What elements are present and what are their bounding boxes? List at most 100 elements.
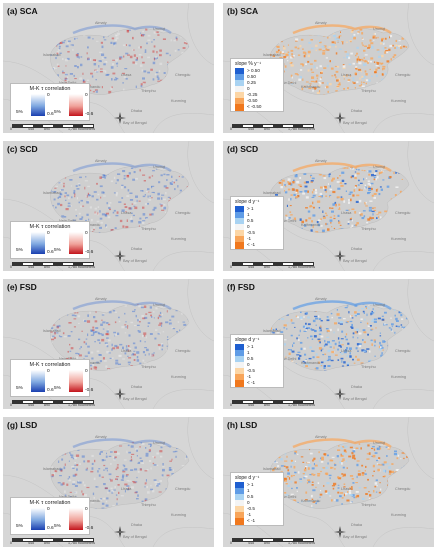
- place-label: Almaty: [315, 159, 327, 163]
- legend-title: M-K τ correlation: [29, 500, 71, 506]
- place-label: Almaty: [95, 159, 107, 163]
- correlation-legend: M-K τ correlation 0 5% 0.6 0 5% -0.6: [10, 359, 94, 397]
- place-label: Kunming: [391, 375, 406, 379]
- place-label: Chengdu: [395, 211, 411, 215]
- legend-swatch-label: 1: [247, 212, 250, 217]
- place-label: Islamabad: [263, 329, 281, 333]
- legend-swatch: [235, 218, 244, 225]
- ramp-label: 0: [47, 507, 50, 512]
- ramp-label: 5%: [54, 386, 61, 391]
- place-label: Kathmandu: [301, 223, 321, 227]
- legend-title: slope d y⁻¹: [235, 199, 260, 205]
- ramp-label: 0: [47, 231, 50, 236]
- place-label: Kunming: [391, 237, 406, 241]
- legend-swatch: [235, 374, 244, 381]
- legend-swatch-label: < -1: [247, 518, 256, 523]
- scale-label: 890: [264, 541, 270, 545]
- legend-swatch-label: 1: [247, 488, 250, 493]
- blue-color-ramp: [31, 94, 45, 116]
- legend-swatch: [235, 224, 244, 231]
- legend-swatch: [235, 494, 244, 501]
- place-label: Dhaka: [131, 247, 142, 251]
- place-label: Chengdu: [395, 487, 411, 491]
- scale-bar-graphic: [12, 262, 94, 266]
- scale-label: 0: [230, 265, 232, 269]
- ramp-label: 0: [85, 231, 88, 236]
- place-label: Kathmandu: [81, 499, 101, 503]
- scale-bar: 0 445 890 1,780 Kilometers: [10, 400, 102, 409]
- map-canvas: [3, 141, 214, 271]
- place-label: New Delhi: [279, 81, 297, 85]
- place-label: Urumqi: [373, 27, 386, 31]
- place-label: Urumqi: [153, 165, 166, 169]
- map-panel: AlmatyUrumqiLhasaKathmanduThimphuDhakaNe…: [3, 141, 214, 271]
- legend-swatch: [235, 212, 244, 219]
- ramp-label: 0: [85, 369, 88, 374]
- scale-bar-graphic: [12, 124, 94, 128]
- legend-swatch-label: -1: [247, 374, 252, 379]
- map-canvas: [223, 417, 434, 547]
- north-arrow-icon: [113, 111, 127, 125]
- place-label: Thimphu: [141, 365, 156, 369]
- place-label: Urumqi: [153, 441, 166, 445]
- place-label: Chengdu: [175, 349, 191, 353]
- scale-label: 890: [44, 127, 50, 131]
- legend-swatch-label: < -1: [247, 380, 256, 385]
- place-label: Almaty: [315, 21, 327, 25]
- scale-label: 0: [10, 541, 12, 545]
- scale-bar: 0 445 890 1,780 Kilometers: [10, 538, 102, 547]
- place-label: Islamabad: [263, 467, 281, 471]
- scale-label: 1,780 Kilometers: [288, 265, 315, 269]
- red-color-ramp: [69, 370, 83, 392]
- place-label: Chengdu: [175, 211, 191, 215]
- place-label: Urumqi: [373, 441, 386, 445]
- scale-bar: 0 445 890 1,780 Kilometers: [230, 262, 322, 271]
- legend-swatch-label: -1: [247, 512, 252, 517]
- legend-swatch: [235, 86, 244, 93]
- scale-label: 1,780 Kilometers: [68, 403, 95, 407]
- scale-label: 1,780 Kilometers: [288, 127, 315, 131]
- ramp-label: 5%: [54, 524, 61, 529]
- scale-label: 0: [10, 403, 12, 407]
- legend-swatch: [235, 482, 244, 489]
- legend-swatch-label: 0.5: [247, 494, 254, 499]
- place-label: Kunming: [391, 99, 406, 103]
- map-panel: AlmatyUrumqiLhasaKathmanduThimphuDhakaNe…: [3, 417, 214, 547]
- panel-title: (h) LSD: [227, 420, 258, 430]
- ramp-label: 0.6: [47, 112, 54, 117]
- place-label: Kunming: [171, 375, 186, 379]
- legend-swatch-label: 0: [247, 86, 250, 91]
- slope-legend: slope d y⁻¹ > 1 1 0.5 0 -0.5 -1 < -1: [230, 196, 284, 250]
- map-panel: AlmatyUrumqiLhasaKathmanduThimphuDhakaNe…: [3, 3, 214, 133]
- legend-swatch-label: 0.5: [247, 218, 254, 223]
- place-label: Bay of Bengal: [343, 259, 367, 263]
- legend-swatch: [235, 68, 244, 75]
- north-arrow-icon: [113, 525, 127, 539]
- legend-title: M-K τ correlation: [29, 86, 71, 92]
- place-label: Chengdu: [175, 73, 191, 77]
- ramp-label: -0.6: [85, 388, 94, 393]
- place-label: New Delhi: [279, 495, 297, 499]
- legend-swatch-label: < -1: [247, 242, 256, 247]
- slope-legend: slope % y⁻¹ > 0.50 0.50 0.25 0 -0.25 -0.50 < -0…: [230, 58, 284, 112]
- place-label: Dhaka: [351, 247, 362, 251]
- place-label: Chengdu: [395, 349, 411, 353]
- blue-color-ramp: [31, 508, 45, 530]
- legend-swatch: [235, 368, 244, 375]
- legend-swatch: [235, 500, 244, 507]
- legend-title: slope % y⁻¹: [235, 61, 261, 67]
- north-arrow-icon: [113, 387, 127, 401]
- ramp-label: 5%: [16, 386, 23, 391]
- ramp-label: 0: [47, 369, 50, 374]
- scale-bar: 0 445 890 1,780 Kilometers: [230, 124, 322, 133]
- red-color-ramp: [69, 508, 83, 530]
- legend-swatch: [235, 350, 244, 357]
- place-label: Chengdu: [395, 73, 411, 77]
- place-label: Almaty: [95, 435, 107, 439]
- scale-bar: 0 445 890 1,780 Kilometers: [230, 400, 322, 409]
- correlation-legend: M-K τ correlation 0 5% 0.6 0 5% -0.6: [10, 83, 93, 121]
- place-label: Dhaka: [351, 109, 362, 113]
- scale-bar-graphic: [232, 538, 314, 542]
